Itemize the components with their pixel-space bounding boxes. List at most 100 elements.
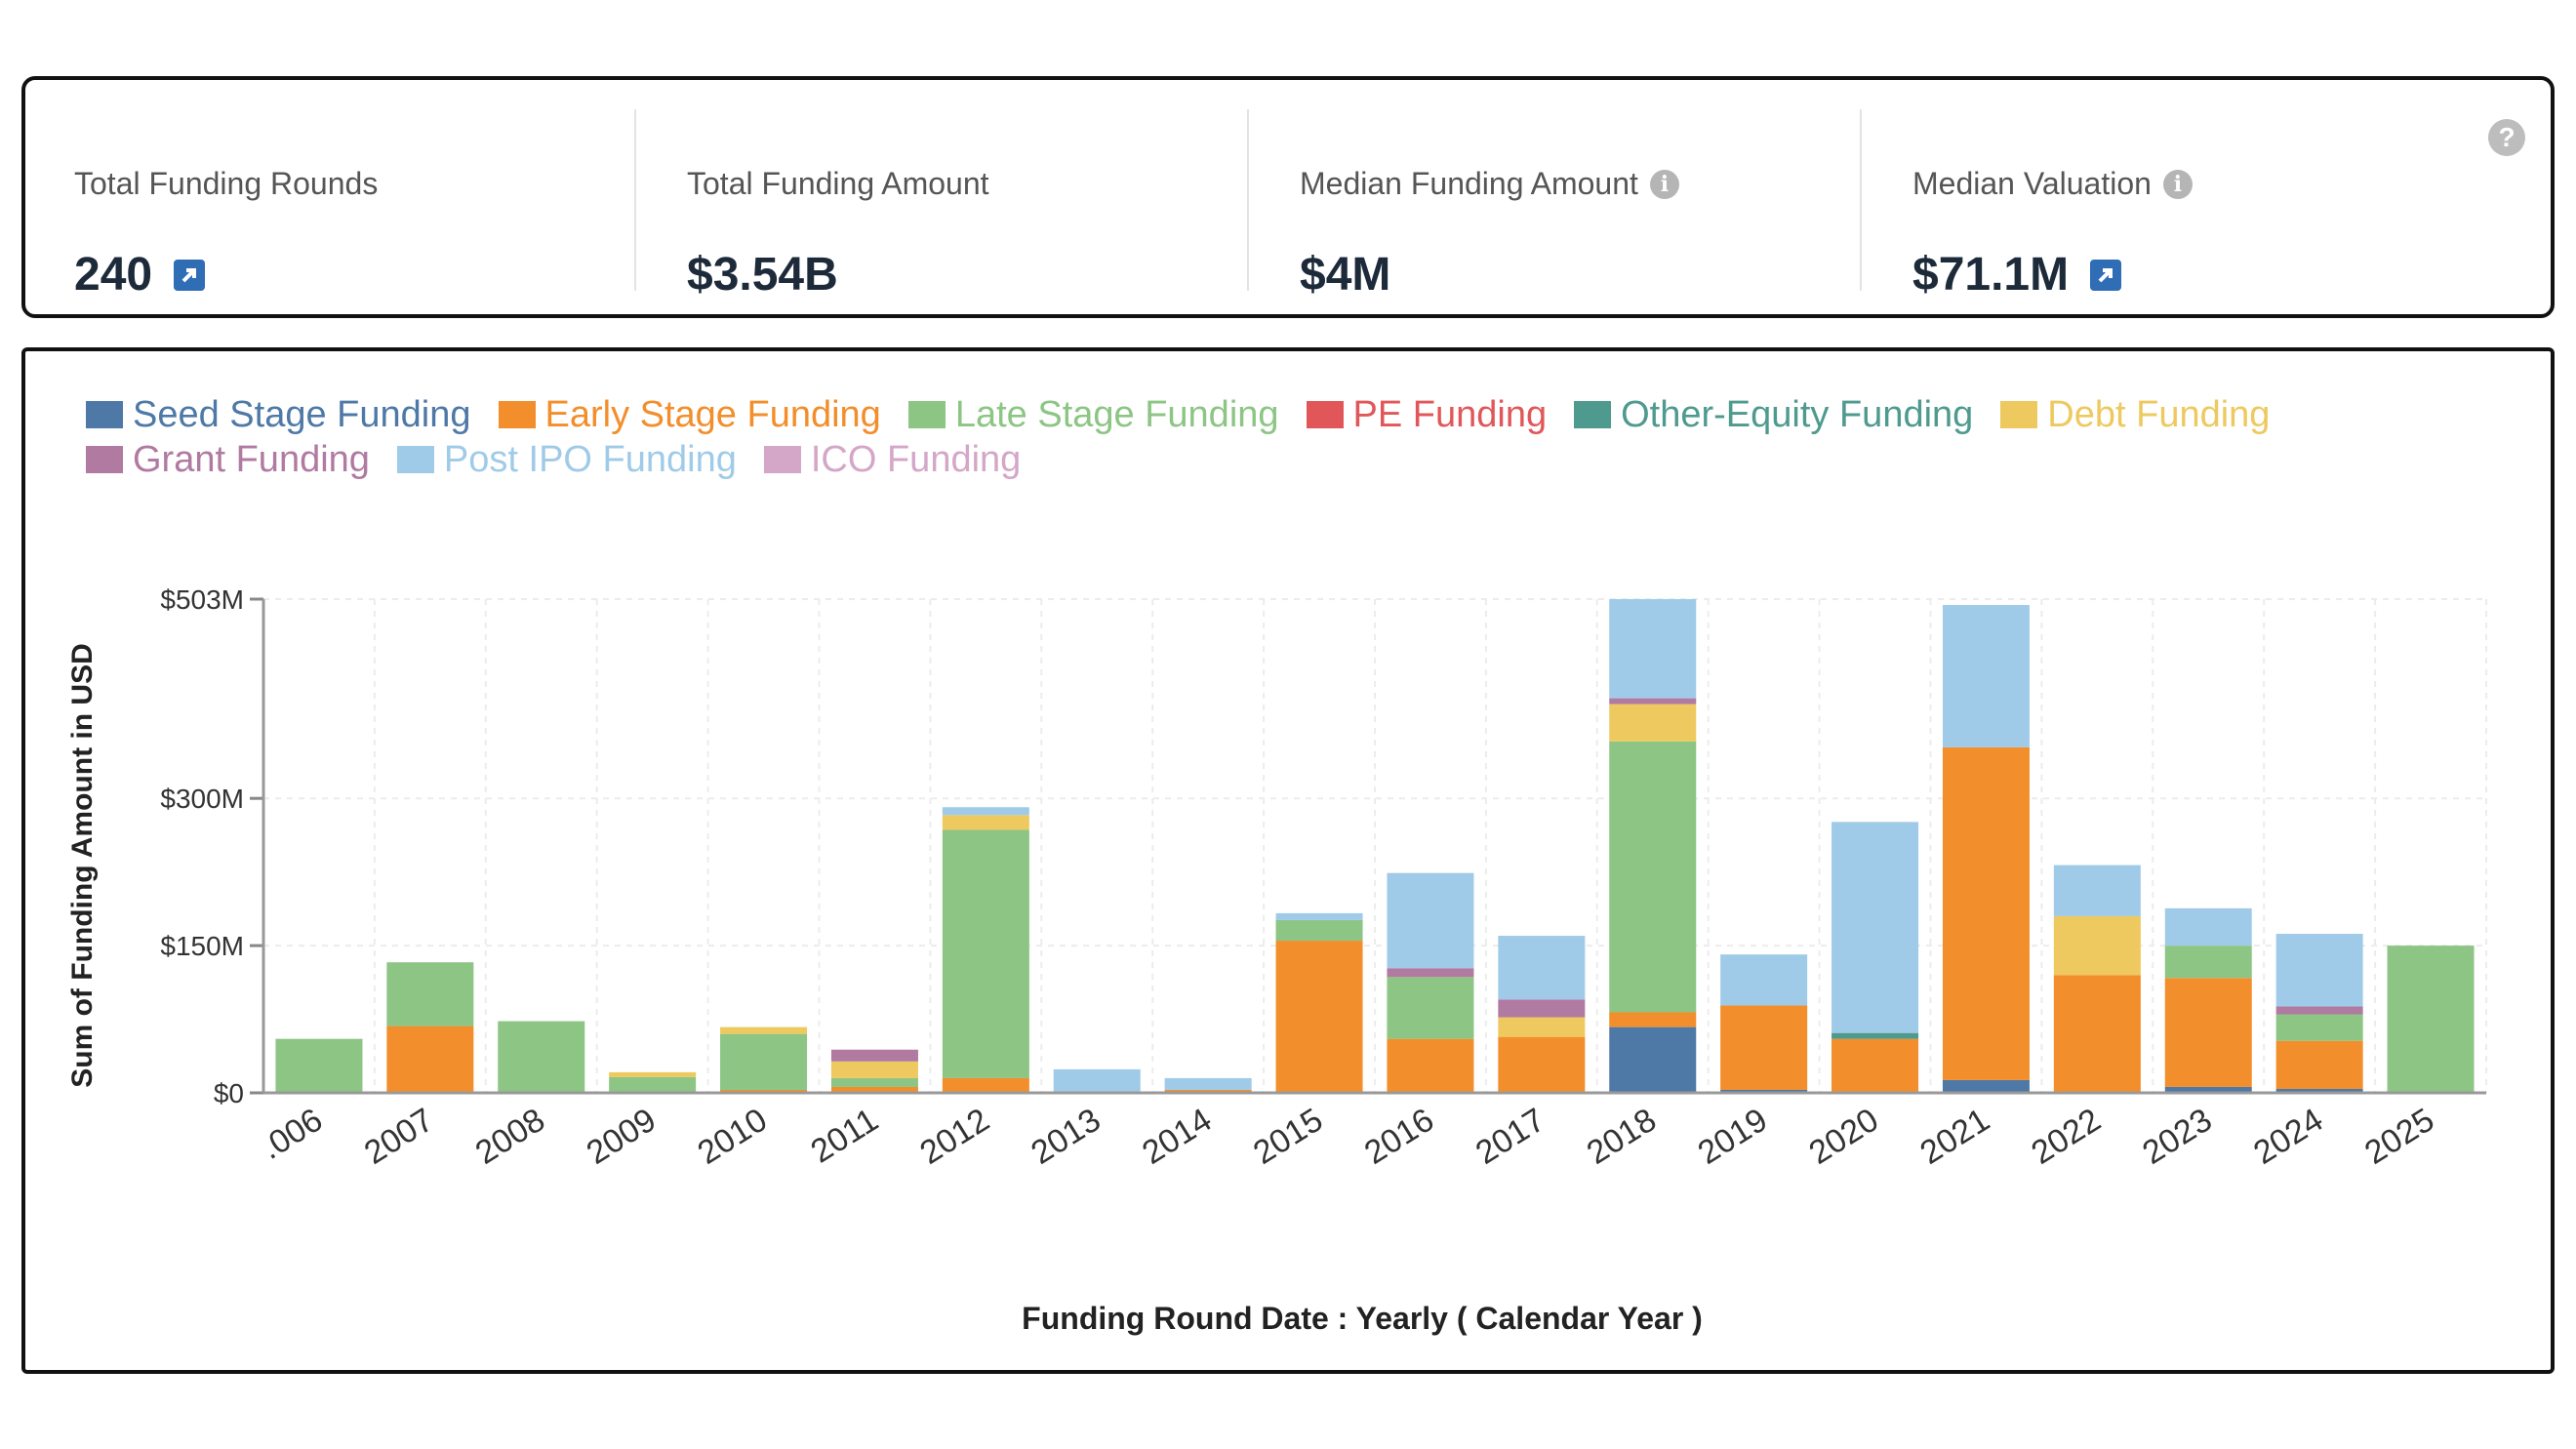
legend-swatch [86,446,123,473]
bar-segment[interactable] [1609,704,1697,742]
bar-segment[interactable] [275,1038,363,1093]
bar-segment[interactable] [1942,605,2030,747]
bar-segment[interactable] [1720,1005,1808,1090]
bar-segment[interactable] [1609,1026,1697,1093]
stat-label: Total Funding Amount [687,166,989,201]
bar-segment[interactable] [942,807,1029,816]
bar-segment[interactable] [1387,968,1474,978]
bar-segment[interactable] [2275,1014,2363,1041]
help-icon[interactable]: ? [2488,119,2525,156]
bar-segment[interactable] [386,962,474,1026]
stacked-bar-chart: $0 $150M $300M $503M .006 2007 2008 2009 2010 201… [66,584,2487,1336]
bar-segment[interactable] [1831,822,1919,1033]
legend-label: PE Funding [1352,394,1548,435]
x-tick-label: 2007 [358,1102,440,1172]
bar-segment[interactable] [2164,1086,2252,1093]
bar-segment[interactable] [830,1086,918,1092]
external-link-icon[interactable] [2090,259,2122,291]
bar-segment[interactable] [1387,977,1474,1039]
bar-segment[interactable] [2053,865,2141,916]
bar-segment[interactable] [830,1061,918,1078]
legend-swatch [86,401,123,428]
grid-lines [262,598,2487,1094]
x-tick-label: 2025 [2358,1102,2440,1172]
x-tick-label: 2018 [1581,1102,1663,1172]
bar-segment[interactable] [2053,915,2141,976]
legend-swatch [498,401,536,428]
y-tick-label: $503M [160,584,244,615]
bar-segment[interactable] [609,1071,697,1077]
legend-swatch [763,446,801,473]
bar-segment[interactable] [1720,954,1808,1006]
bar-segment[interactable] [1498,936,1586,1000]
bar-segment[interactable] [1164,1089,1252,1093]
bar-segment[interactable] [1942,1079,2030,1093]
bar-segment[interactable] [1275,912,1363,920]
x-tick-label: 2020 [1803,1102,1885,1172]
bar-segment[interactable] [1053,1068,1141,1093]
bar-segment[interactable] [2275,1006,2363,1015]
legend-item[interactable]: Other-Equity Funding [1574,394,1973,435]
x-tick-label: 2012 [913,1102,995,1172]
bar-segment[interactable] [1831,1038,1919,1093]
bar-segment[interactable] [1609,698,1697,704]
bar-segment[interactable] [1498,999,1586,1018]
info-icon[interactable]: i [1649,169,1679,199]
x-tick-label: 2008 [469,1102,551,1172]
bar-segment[interactable] [720,1026,808,1034]
bar-segment[interactable] [2164,978,2252,1087]
x-tick-label: 2022 [2025,1102,2107,1172]
bar-segment[interactable] [1609,1012,1697,1027]
bar-segment[interactable] [1387,1038,1474,1093]
bar-segment[interactable] [720,1033,808,1090]
x-tick-label: 2011 [805,1102,885,1171]
legend-item[interactable]: Seed Stage Funding [86,394,471,435]
legend-item[interactable]: Early Stage Funding [498,394,881,435]
stat-value: $71.1M [1912,248,2122,302]
bar-segment[interactable] [1275,919,1363,942]
external-link-icon[interactable] [174,259,206,291]
bar-segment[interactable] [830,1077,918,1087]
bar-segment[interactable] [1609,599,1697,699]
legend-item[interactable]: Debt Funding [2000,394,2270,435]
legend-label: Debt Funding [2047,394,2271,435]
stat-label: Median Valuation i [1912,166,2193,202]
y-tick-label: $300M [160,784,244,814]
bar-segment[interactable] [1498,1017,1586,1037]
legend-item[interactable]: ICO Funding [763,439,1021,480]
legend-swatch [1306,401,1344,428]
stat-value: 240 [74,248,206,302]
legend-item[interactable]: Post IPO Funding [396,439,737,480]
info-icon[interactable]: i [2162,169,2193,199]
legend-item[interactable]: PE Funding [1306,394,1548,435]
bar-segment[interactable] [1609,741,1697,1013]
bar-segment[interactable] [942,815,1029,830]
bar-segment[interactable] [1164,1077,1252,1090]
legend-item[interactable]: Late Stage Funding [907,394,1279,435]
bar-segment[interactable] [2275,1040,2363,1089]
bar-segment[interactable] [2164,946,2252,979]
bar-segment[interactable] [2387,946,2475,1093]
bar-segment[interactable] [1275,941,1363,1093]
bar-segment[interactable] [2164,907,2252,946]
stat-median-valuation: Median Valuation i $71.1M [1864,109,2475,301]
bar-segment[interactable] [1942,746,2030,1080]
bar-segment[interactable] [1387,872,1474,969]
bar-segment[interactable] [1498,1036,1586,1093]
bar-segment[interactable] [609,1076,697,1092]
legend-item[interactable]: Grant Funding [86,439,370,480]
bar-segment[interactable] [2275,934,2363,1007]
bar-segment[interactable] [386,1026,474,1093]
x-tick-label: 2021 [1913,1102,1995,1172]
bar-segment[interactable] [2275,1088,2363,1093]
bar-segment[interactable] [830,1049,918,1062]
bar-segment[interactable] [942,829,1029,1078]
bar-segment[interactable] [720,1089,808,1093]
bar-segment[interactable] [1720,1089,1808,1093]
bar-segment[interactable] [2053,975,2141,1093]
y-tick-label: $0 [214,1078,244,1108]
summary-stats-panel: Total Funding Rounds 240 Total Funding A… [21,76,2555,318]
bar-segment[interactable] [1831,1032,1919,1039]
bar-segment[interactable] [942,1077,1029,1093]
bar-segment[interactable] [498,1021,585,1092]
